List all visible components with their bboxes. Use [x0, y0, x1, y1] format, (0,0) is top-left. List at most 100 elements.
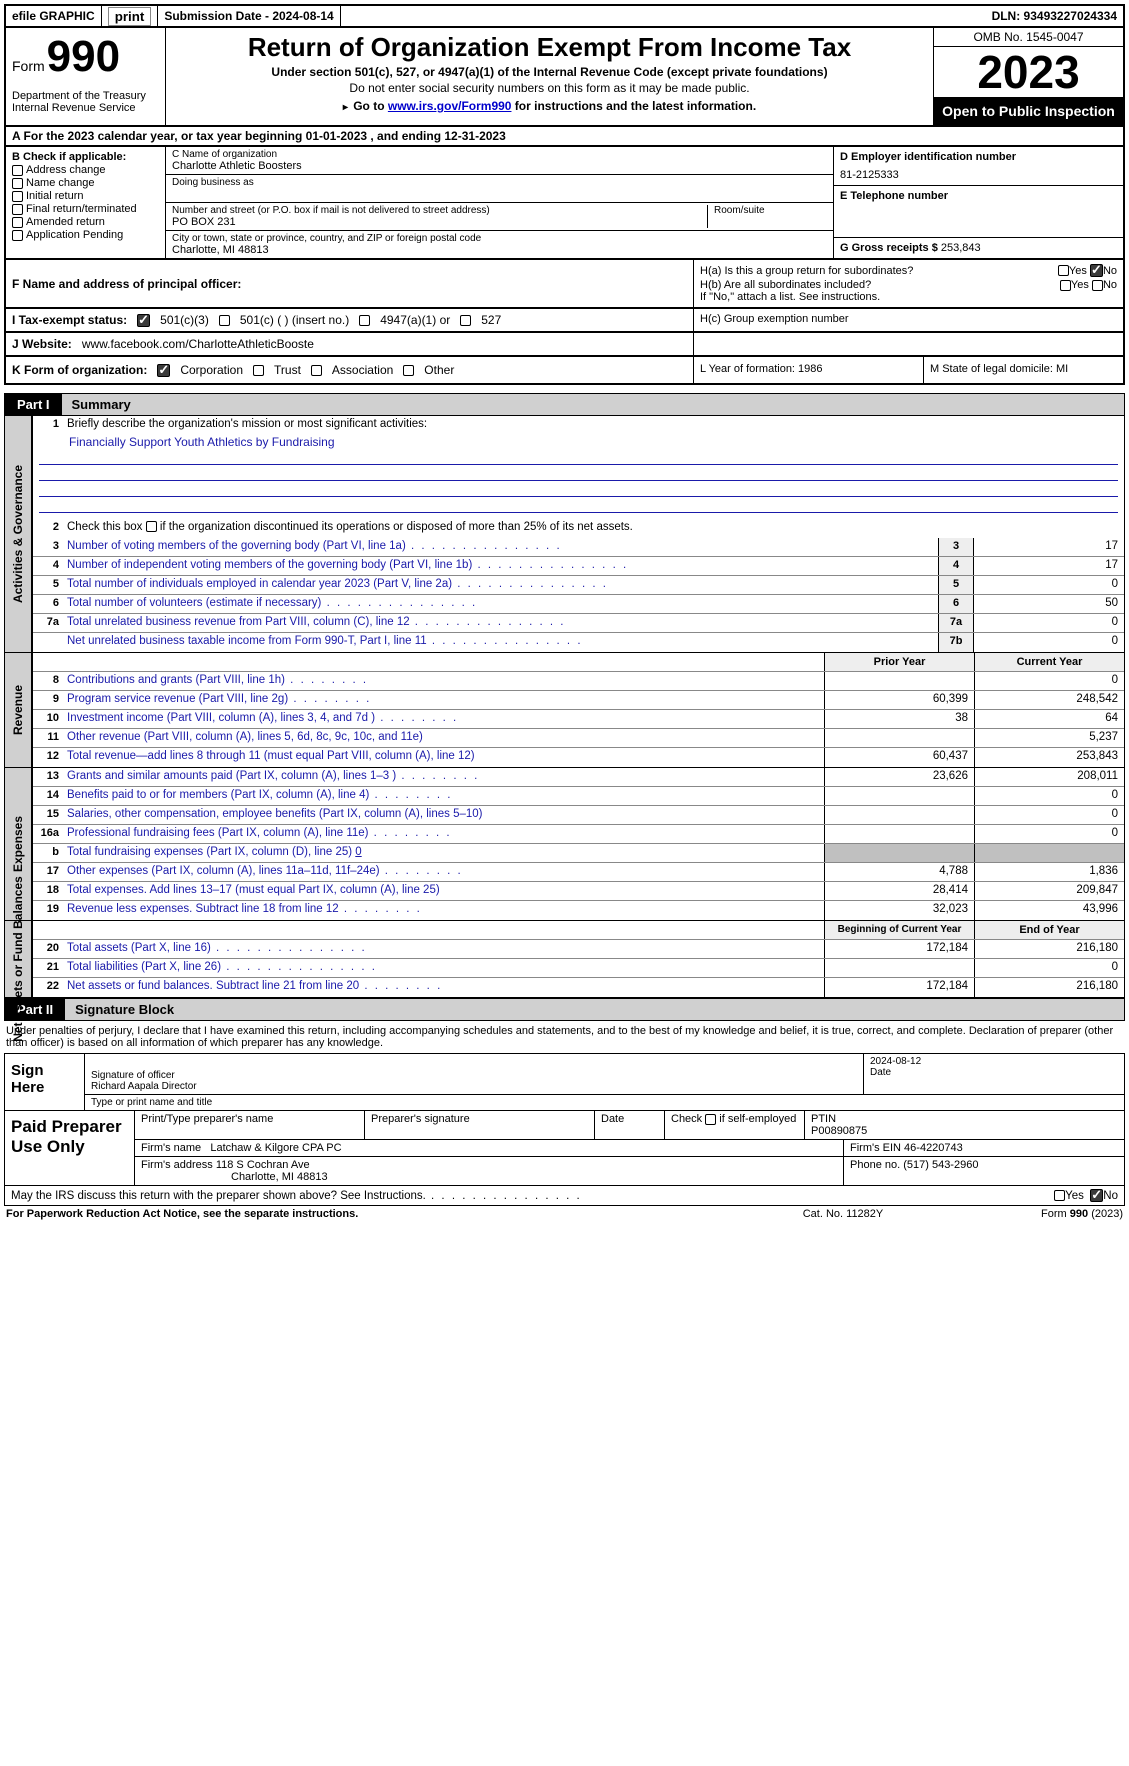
firm-name: Latchaw & Kilgore CPA PC	[210, 1142, 341, 1154]
k-form-org: K Form of organization: Corporation Trus…	[6, 357, 693, 383]
vlabel-revenue: Revenue	[5, 653, 33, 767]
paid-preparer-block: Paid Preparer Use Only Print/Type prepar…	[4, 1111, 1125, 1186]
dln: DLN: 93493227024334	[986, 6, 1123, 26]
chk-527[interactable]	[460, 315, 471, 326]
ha-no[interactable]	[1090, 264, 1103, 277]
l-year: L Year of formation: 1986	[693, 357, 923, 383]
ptin-value: P00890875	[811, 1125, 867, 1137]
room-lbl: Room/suite	[714, 205, 827, 216]
irs-label: Internal Revenue Service	[12, 102, 159, 114]
ein-lbl: D Employer identification number	[840, 151, 1117, 163]
chk-name-change[interactable]	[12, 178, 23, 189]
hb-no[interactable]	[1092, 280, 1103, 291]
firm-ein: 46-4220743	[904, 1142, 963, 1154]
sign-here-block: Sign Here Signature of officer Richard A…	[4, 1053, 1125, 1111]
header-right: OMB No. 1545-0047 2023 Open to Public In…	[933, 28, 1123, 125]
h-group: H(a) Is this a group return for subordin…	[693, 260, 1123, 307]
hb-note: If "No," attach a list. See instructions…	[700, 291, 1117, 303]
chk-assoc[interactable]	[311, 365, 322, 376]
b-header: B Check if applicable:	[12, 151, 159, 163]
irs-link[interactable]: www.irs.gov/Form990	[388, 99, 512, 113]
open-inspection: Open to Public Inspection	[934, 97, 1123, 125]
chk-501c[interactable]	[219, 315, 230, 326]
chk-corp[interactable]	[157, 364, 170, 377]
signature-declaration: Under penalties of perjury, I declare th…	[4, 1021, 1125, 1053]
section-netassets: Net Assets or Fund Balances Beginning of…	[4, 921, 1125, 998]
m-state: M State of legal domicile: MI	[923, 357, 1123, 383]
row-klm: K Form of organization: Corporation Trus…	[4, 357, 1125, 385]
submission-date: Submission Date - 2024-08-14	[158, 6, 340, 26]
sig-officer-lbl: Signature of officer	[91, 1070, 857, 1081]
f-officer: F Name and address of principal officer:	[6, 260, 693, 307]
discuss-no[interactable]	[1090, 1189, 1103, 1202]
form-subtitle: Under section 501(c), 527, or 4947(a)(1)…	[174, 65, 925, 79]
chk-4947[interactable]	[359, 315, 370, 326]
city-state-zip: Charlotte, MI 48813	[172, 244, 827, 256]
street-address: PO BOX 231	[172, 216, 707, 228]
v6: 50	[974, 595, 1124, 613]
part2-header: Part II Signature Block	[4, 998, 1125, 1021]
part1-title: Summary	[62, 394, 1124, 415]
v3: 17	[974, 538, 1124, 556]
chk-address-change[interactable]	[12, 165, 23, 176]
print-cell: print	[102, 6, 159, 26]
v7a: 0	[974, 614, 1124, 632]
chk-trust[interactable]	[253, 365, 264, 376]
form-note: Do not enter social security numbers on …	[174, 81, 925, 95]
website-cell: J Website: www.facebook.com/CharlotteAth…	[6, 333, 693, 355]
print-button[interactable]: print	[108, 7, 152, 26]
omb-number: OMB No. 1545-0047	[934, 28, 1123, 47]
section-revenue: Revenue Prior YearCurrent Year 8Contribu…	[4, 653, 1125, 768]
firm-addr2: Charlotte, MI 48813	[231, 1171, 328, 1183]
tax-status: I Tax-exempt status: 501(c)(3) 501(c) ( …	[6, 309, 693, 331]
part1-tab: Part I	[5, 394, 62, 415]
vlabel-governance: Activities & Governance	[5, 416, 33, 652]
firm-addr1: 118 S Cochran Ave	[216, 1159, 310, 1171]
paperwork-notice: For Paperwork Reduction Act Notice, see …	[6, 1208, 743, 1220]
ha-yes[interactable]	[1058, 265, 1069, 276]
prep-date-hdr: Date	[595, 1111, 665, 1139]
hc-cell: H(c) Group exemption number	[693, 309, 1123, 331]
section-expenses: Expenses 13Grants and similar amounts pa…	[4, 768, 1125, 921]
hb-yes[interactable]	[1060, 280, 1071, 291]
chk-self-employed[interactable]	[705, 1114, 716, 1125]
officer-name: Richard Aapala Director	[91, 1081, 857, 1092]
form-word: Form	[12, 58, 45, 74]
chk-app-pending[interactable]	[12, 230, 23, 241]
footer: For Paperwork Reduction Act Notice, see …	[4, 1206, 1125, 1222]
row-j: J Website: www.facebook.com/CharlotteAth…	[4, 333, 1125, 357]
chk-initial-return[interactable]	[12, 191, 23, 202]
discuss-row: May the IRS discuss this return with the…	[4, 1186, 1125, 1206]
type-name-lbl: Type or print name and title	[85, 1095, 1124, 1110]
l1-label: Briefly describe the organization's miss…	[63, 416, 1124, 435]
col-d: D Employer identification number 81-2125…	[833, 147, 1123, 258]
section-governance: Activities & Governance 1 Briefly descri…	[4, 416, 1125, 653]
vlabel-netassets: Net Assets or Fund Balances	[5, 921, 33, 997]
tax-year: 2023	[934, 47, 1123, 97]
efile-label: efile GRAPHIC	[6, 6, 102, 26]
col-b: B Check if applicable: Address change Na…	[6, 147, 166, 258]
dba-lbl: Doing business as	[172, 177, 827, 188]
gross-lbl: G Gross receipts $	[840, 242, 941, 254]
v7b: 0	[974, 633, 1124, 652]
chk-501c3[interactable]	[137, 314, 150, 327]
org-name: Charlotte Athletic Boosters	[172, 160, 827, 172]
tel-lbl: E Telephone number	[840, 190, 1117, 202]
part2-title: Signature Block	[65, 999, 1124, 1020]
chk-discontinued[interactable]	[146, 521, 157, 532]
discuss-yes[interactable]	[1054, 1190, 1065, 1201]
form-header: Form 990 Department of the Treasury Inte…	[4, 28, 1125, 127]
topbar: efile GRAPHIC print Submission Date - 20…	[4, 4, 1125, 28]
part1-header: Part I Summary	[4, 393, 1125, 416]
prep-sig-hdr: Preparer's signature	[365, 1111, 595, 1139]
goto-line: Go to www.irs.gov/Form990 for instructio…	[174, 99, 925, 113]
chk-amended[interactable]	[12, 217, 23, 228]
c-name-lbl: C Name of organization	[172, 149, 827, 160]
chk-other[interactable]	[403, 365, 414, 376]
firm-phone: (517) 543-2960	[903, 1159, 978, 1171]
city-lbl: City or town, state or province, country…	[172, 233, 827, 244]
chk-final-return[interactable]	[12, 204, 23, 215]
form-title: Return of Organization Exempt From Incom…	[174, 32, 925, 63]
v4: 17	[974, 557, 1124, 575]
v5: 0	[974, 576, 1124, 594]
